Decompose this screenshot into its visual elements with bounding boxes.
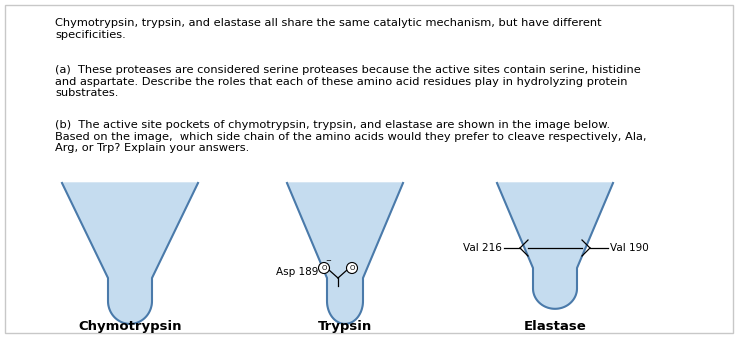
Text: −: − bbox=[325, 258, 331, 264]
Text: Trypsin: Trypsin bbox=[318, 320, 372, 333]
Text: (a)  These proteases are considered serine proteases because the active sites co: (a) These proteases are considered serin… bbox=[55, 65, 641, 98]
Text: O: O bbox=[350, 265, 355, 271]
Circle shape bbox=[319, 262, 330, 273]
Text: Val 190: Val 190 bbox=[610, 243, 649, 253]
Polygon shape bbox=[497, 183, 613, 309]
Circle shape bbox=[347, 262, 358, 273]
Text: Chymotrypsin, trypsin, and elastase all share the same catalytic mechanism, but : Chymotrypsin, trypsin, and elastase all … bbox=[55, 18, 602, 39]
Text: (b)  The active site pockets of chymotrypsin, trypsin, and elastase are shown in: (b) The active site pockets of chymotryp… bbox=[55, 120, 647, 153]
Polygon shape bbox=[287, 183, 403, 324]
Text: Asp 189: Asp 189 bbox=[276, 267, 318, 277]
Text: Elastase: Elastase bbox=[524, 320, 586, 333]
Text: Chymotrypsin: Chymotrypsin bbox=[78, 320, 182, 333]
Polygon shape bbox=[62, 183, 198, 324]
Text: Val 216: Val 216 bbox=[463, 243, 502, 253]
Text: O: O bbox=[321, 265, 327, 271]
